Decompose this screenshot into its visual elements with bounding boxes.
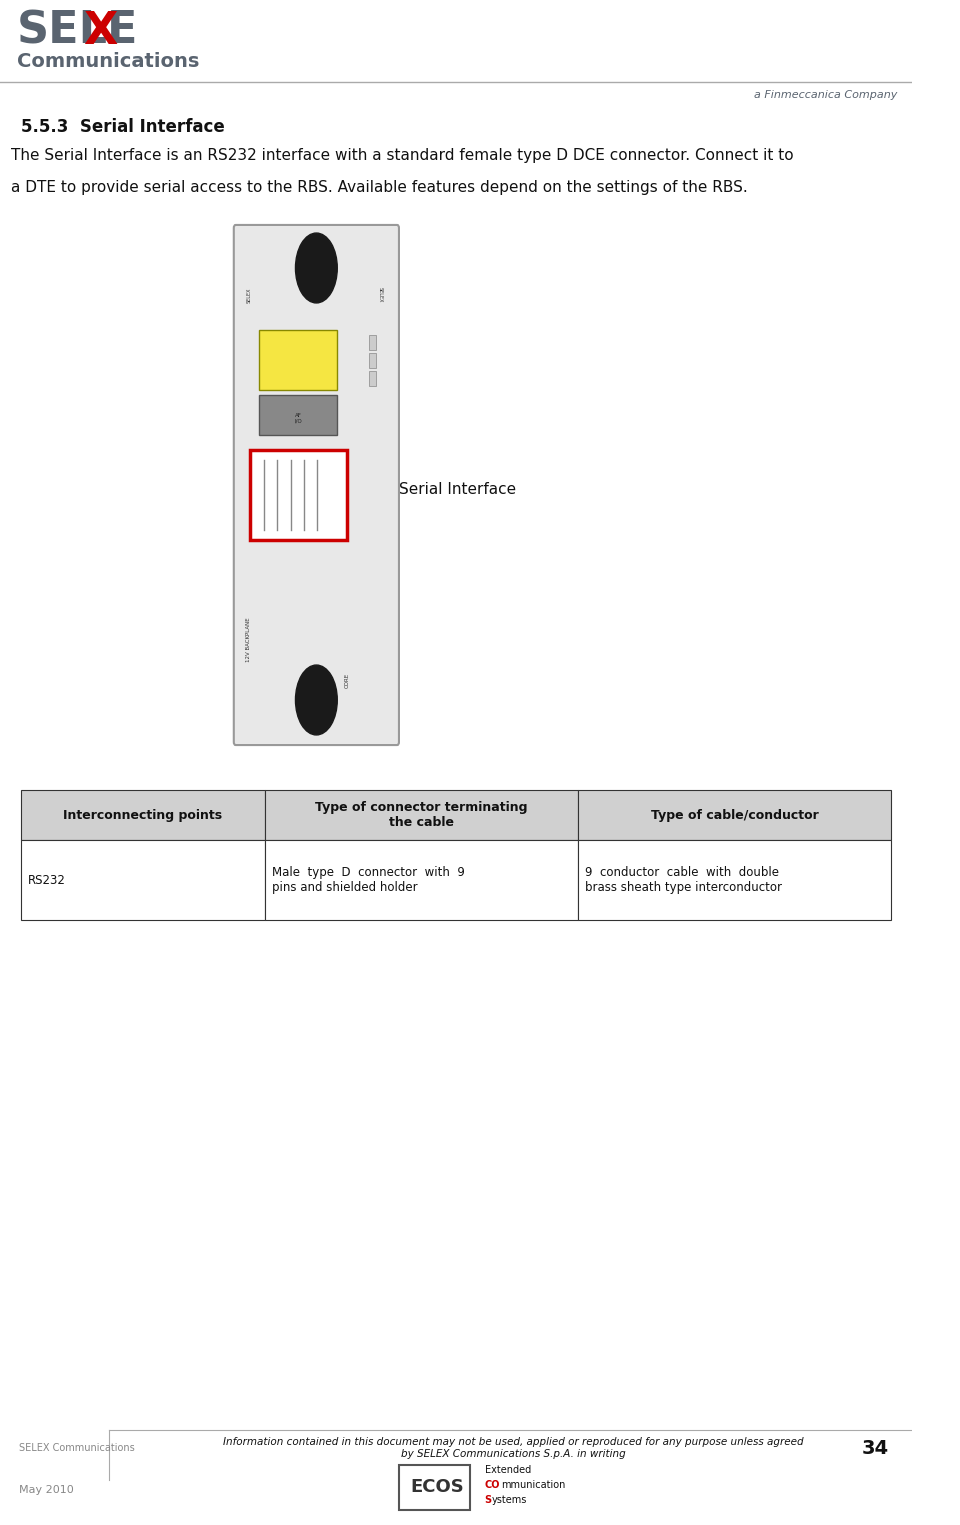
Bar	[369, 352, 376, 368]
Text: SELEX Communications: SELEX Communications	[19, 1443, 134, 1453]
Text: X: X	[84, 11, 118, 53]
Text: Type of connector terminating
the cable: Type of connector terminating the cable	[315, 801, 527, 830]
Text: 34: 34	[861, 1438, 888, 1458]
Bar	[21, 790, 265, 840]
Bar	[578, 840, 891, 920]
Text: CO: CO	[485, 1479, 500, 1490]
Bar	[265, 840, 578, 920]
Text: ystems: ystems	[492, 1494, 527, 1505]
Bar	[265, 790, 578, 840]
Text: SELEX: SELEX	[247, 287, 252, 303]
Text: ECOS: ECOS	[410, 1478, 464, 1496]
Text: Interconnecting points: Interconnecting points	[63, 808, 223, 822]
Text: SELE: SELE	[17, 11, 138, 53]
Text: 5.5.3  Serial Interface: 5.5.3 Serial Interface	[21, 117, 225, 136]
Text: 12V BACKPLANE: 12V BACKPLANE	[247, 618, 252, 662]
Text: CORE: CORE	[345, 673, 349, 688]
Text: Extended: Extended	[485, 1466, 531, 1475]
Text: Information contained in this document may not be used, applied or reproduced fo: Information contained in this document m…	[223, 1437, 804, 1459]
Text: May 2010: May 2010	[19, 1485, 74, 1494]
Text: mmunication: mmunication	[501, 1479, 565, 1490]
Text: RS232: RS232	[28, 874, 66, 886]
Bar	[399, 1466, 470, 1510]
Circle shape	[296, 233, 337, 303]
Bar	[21, 840, 265, 920]
Text: Serial Interface: Serial Interface	[399, 482, 516, 497]
Bar	[369, 371, 376, 386]
Text: Male  type  D  connector  with  9
pins and shielded holder: Male type D connector with 9 pins and sh…	[272, 866, 465, 894]
Bar	[259, 395, 337, 435]
Text: S: S	[485, 1494, 492, 1505]
Text: The Serial Interface is an RS232 interface with a standard female type D DCE con: The Serial Interface is an RS232 interfa…	[12, 148, 794, 163]
Bar	[578, 790, 891, 840]
Text: Type of cable/conductor: Type of cable/conductor	[651, 808, 818, 822]
Text: a Finmeccanica Company: a Finmeccanica Company	[755, 90, 898, 101]
Bar	[369, 336, 376, 351]
Text: AF
I/O: AF I/O	[295, 413, 302, 424]
Text: 9  conductor  cable  with  double
brass sheath type interconductor: 9 conductor cable with double brass shea…	[586, 866, 782, 894]
Text: SELEX: SELEX	[377, 287, 382, 303]
Text: a DTE to provide serial access to the RBS. Available features depend on the sett: a DTE to provide serial access to the RB…	[12, 180, 748, 195]
FancyBboxPatch shape	[234, 226, 399, 746]
Bar	[259, 329, 337, 390]
Bar	[250, 450, 347, 540]
Circle shape	[296, 665, 337, 735]
Text: Communications: Communications	[17, 52, 200, 72]
